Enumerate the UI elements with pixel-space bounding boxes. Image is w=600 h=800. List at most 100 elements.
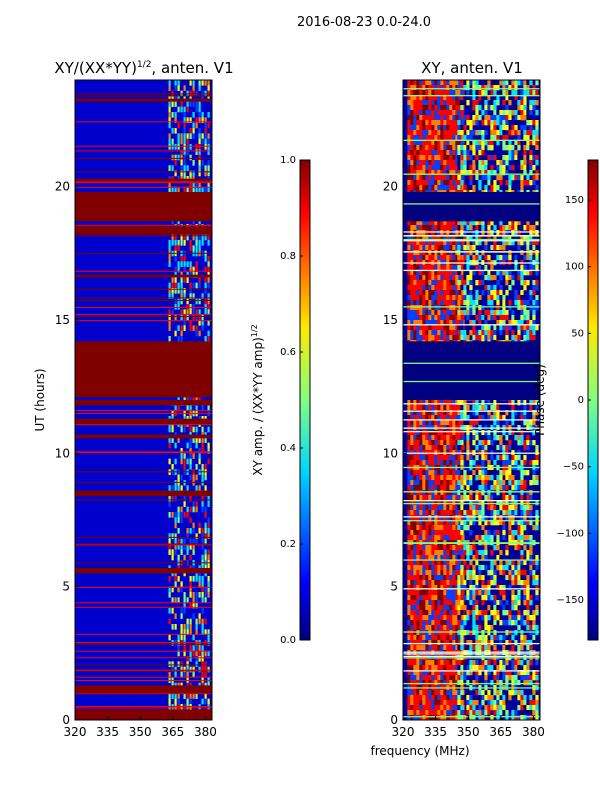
left-heat-cell — [183, 426, 186, 433]
right-heat-cell — [422, 410, 426, 416]
right-heat-cell — [434, 410, 438, 416]
left-heat-cell — [183, 325, 186, 331]
left-heat-cell — [180, 426, 183, 433]
right-heat-cell — [446, 580, 450, 586]
right-heat-cell — [416, 280, 420, 286]
right-heat-cell — [460, 225, 464, 231]
right-heat-cell — [413, 310, 417, 316]
right-heat-cell — [428, 480, 432, 486]
right-heat-cell — [422, 220, 426, 226]
right-heat-cell — [457, 255, 461, 261]
left-heat-cell — [192, 592, 195, 598]
right-heat-cell — [508, 440, 512, 446]
right-heat-cell — [514, 435, 518, 441]
right-heat-cell — [446, 405, 450, 411]
right-heat-cell — [455, 545, 459, 551]
right-heat-cell — [526, 525, 530, 531]
right-heat-cell — [440, 160, 444, 166]
left-heat-cell — [189, 666, 192, 673]
left-heat-cell — [183, 634, 186, 641]
right-heat-cell — [523, 405, 527, 411]
right-heat-cell — [487, 165, 491, 171]
right-heat-cell — [490, 155, 494, 161]
right-heat-cell — [413, 80, 417, 86]
right-heat-cell — [440, 585, 444, 591]
left-heat-cell — [177, 586, 180, 593]
right-heat-cell — [434, 595, 438, 601]
right-heat-cell — [478, 320, 482, 326]
right-heat-cell — [440, 95, 444, 101]
right-heat-cell — [440, 490, 444, 496]
right-heat-cell — [493, 530, 497, 536]
left-heat-cell — [177, 698, 180, 705]
right-heat-cell — [425, 460, 429, 466]
right-heat-cell — [443, 410, 447, 416]
left-heat-cell — [174, 533, 177, 539]
right-heat-cell — [461, 545, 465, 551]
right-heat-cell — [505, 520, 509, 526]
right-heat-cell — [416, 285, 420, 291]
right-heat-cell — [508, 575, 512, 581]
right-heat-cell — [437, 175, 441, 181]
left-heat-cell — [186, 106, 189, 113]
right-heat-cell — [529, 330, 533, 336]
right-heat-cell — [490, 90, 494, 96]
left-heat-cell — [204, 629, 207, 635]
right-heat-cell — [407, 400, 411, 406]
right-heat-cell — [413, 420, 417, 426]
left-heat-cell — [207, 293, 210, 299]
right-heat-cell — [425, 530, 429, 536]
right-heat-cell — [463, 220, 467, 226]
right-heat-cell — [469, 80, 473, 86]
right-heat-cell — [407, 270, 411, 276]
left-heat-cell — [201, 426, 204, 433]
left-heat-cell — [192, 634, 195, 641]
right-heat-cell — [431, 160, 435, 166]
right-heat-cell — [496, 85, 500, 91]
left-heat-cell — [171, 693, 174, 699]
left-heat-cell — [195, 122, 198, 129]
left-heat-cell — [207, 122, 210, 129]
left-heat-cell — [177, 437, 180, 443]
right-heat-cell — [523, 280, 527, 286]
right-heat-cell — [452, 140, 456, 146]
right-heat-cell — [535, 305, 539, 311]
right-heat-cell — [502, 85, 506, 91]
right-heat-cell — [511, 125, 515, 131]
right-heat-cell — [469, 140, 473, 146]
right-heat-cell — [511, 280, 515, 286]
left-heat-streak — [75, 676, 212, 678]
right-heat-cell — [431, 480, 435, 486]
right-heat-cell — [407, 285, 411, 291]
right-heat-cell — [517, 525, 521, 531]
right-heat-cell — [416, 545, 420, 551]
right-heat-cell — [514, 530, 518, 536]
left-heat-cell — [207, 522, 210, 529]
right-heat-cell — [407, 230, 411, 236]
left-heat-cell — [183, 501, 186, 507]
right-heat-cell — [425, 230, 429, 236]
right-heat-cell — [502, 130, 506, 136]
right-heat-cell — [452, 305, 456, 311]
right-heat-cell — [425, 120, 429, 126]
right-heat-cell — [446, 565, 450, 571]
right-heat-cell — [455, 155, 459, 161]
right-heat-cell — [458, 460, 462, 466]
left-heat-cell — [204, 522, 207, 529]
right-heat-cell — [499, 455, 503, 461]
right-heat-cell — [431, 455, 435, 461]
left-heat-cell — [183, 602, 186, 609]
right-heat-cell — [466, 475, 470, 481]
right-heat-cell — [463, 300, 467, 306]
right-heat-cell — [490, 120, 494, 126]
left-heat-streak — [75, 235, 212, 237]
right-heat-cell — [523, 235, 527, 241]
left-heat-cell — [201, 554, 204, 561]
right-heat-cell — [478, 550, 482, 556]
right-heat-cell — [443, 240, 447, 246]
left-heat-cell — [198, 453, 201, 459]
right-heat-cell — [434, 175, 438, 181]
left-heat-cell — [192, 314, 195, 321]
right-heat-cell — [416, 575, 420, 581]
right-heat-cell — [481, 485, 485, 491]
